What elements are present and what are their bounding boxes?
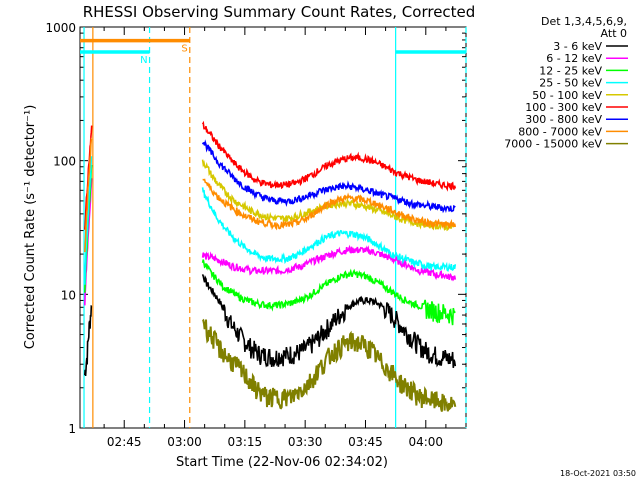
series-line bbox=[201, 187, 457, 272]
legend-label: 12 - 25 keV bbox=[539, 64, 602, 77]
x-tick-label: 03:30 bbox=[288, 435, 323, 449]
series-line bbox=[201, 120, 457, 192]
legend-label: 50 - 100 keV bbox=[532, 89, 602, 102]
footer-timestamp: 18-Oct-2021 03:50 bbox=[560, 469, 636, 478]
legend-label: 7000 - 15000 keV bbox=[504, 138, 602, 151]
legend-header-1: Det 1,3,4,5,6,9, bbox=[541, 15, 627, 28]
flag-label: N bbox=[140, 55, 147, 66]
legend-label: 300 - 800 keV bbox=[525, 113, 602, 126]
x-tick-label: 03:45 bbox=[348, 435, 383, 449]
y-axis-label: Corrected Count Rate (s⁻¹ detector⁻¹) bbox=[23, 105, 38, 350]
y-tick-label: 10 bbox=[61, 288, 76, 302]
chart-title: RHESSI Observing Summary Count Rates, Co… bbox=[83, 3, 476, 21]
x-tick-label: 03:15 bbox=[228, 435, 263, 449]
series-line bbox=[201, 139, 456, 214]
legend-label: 800 - 7000 keV bbox=[518, 125, 602, 138]
series-line bbox=[202, 318, 457, 412]
x-tick-label: 03:00 bbox=[167, 435, 202, 449]
series-line bbox=[202, 178, 457, 231]
x-axis-label: Start Time (22-Nov-06 02:34:02) bbox=[176, 455, 388, 470]
legend-label: 25 - 50 keV bbox=[539, 77, 602, 90]
series-line bbox=[201, 274, 457, 368]
x-tick-label: 02:45 bbox=[107, 435, 142, 449]
y-tick-label: 1 bbox=[68, 422, 76, 436]
flag-label: S bbox=[181, 44, 187, 55]
plot-area: 1 10 100 1000 02:45 03:00 03:15 03:30 03:45 04:00… bbox=[45, 21, 467, 449]
legend-label: 3 - 6 keV bbox=[553, 40, 602, 53]
y-tick-label: 1000 bbox=[45, 21, 76, 35]
legend-label: 100 - 300 keV bbox=[525, 101, 602, 114]
series-line bbox=[84, 156, 93, 285]
legend-label: 6 - 12 keV bbox=[546, 52, 602, 65]
x-tick-label: 04:00 bbox=[408, 435, 443, 449]
legend-header-2: Att 0 bbox=[601, 27, 627, 40]
series-line bbox=[201, 244, 457, 282]
y-tick-label: 100 bbox=[53, 155, 76, 169]
series-line bbox=[201, 259, 456, 326]
series-line bbox=[84, 137, 93, 253]
series-line bbox=[84, 305, 93, 376]
